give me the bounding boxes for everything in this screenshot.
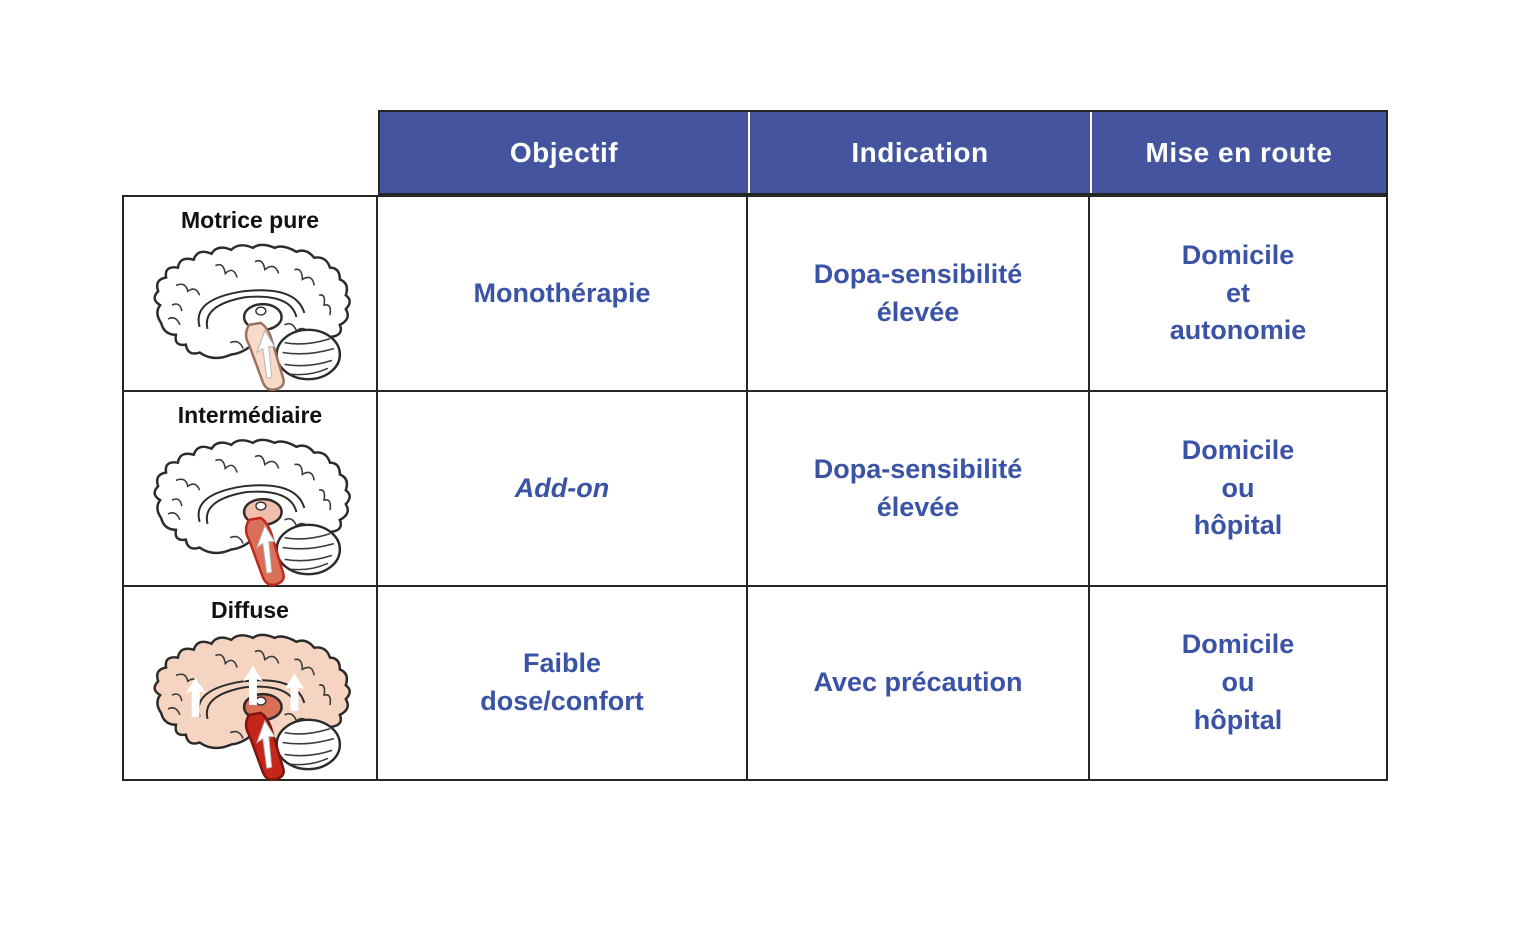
stem-arrow-up xyxy=(255,719,276,769)
header-mise-en-route: Mise en route xyxy=(1090,112,1386,193)
row-label-intermediaire: Intermédiaire xyxy=(177,402,323,428)
table-header-row: Objectif Indication Mise en route xyxy=(378,110,1388,195)
header-objectif: Objectif xyxy=(509,136,619,168)
cell-objectif-diffuse: Faible dose/confort xyxy=(378,587,748,779)
cerebellum xyxy=(275,523,342,576)
stem-arrow-up xyxy=(255,524,276,574)
cell-indication-motrice-pure: Dopa-sensibilité élevée xyxy=(748,197,1090,392)
cell-objectif-intermediaire: Add-on xyxy=(378,392,748,587)
cell-indication-intermediaire: Dopa-sensibilité élevée xyxy=(748,392,1090,587)
cell-mise-en-route-motrice-pure: Domicile et autonomie xyxy=(1090,197,1386,392)
brain-illustration-motrice-pure xyxy=(134,236,366,399)
cell-mise-en-route-diffuse: Domicile ou hôpital xyxy=(1181,629,1295,735)
brain-sagittal-icon xyxy=(153,633,351,781)
brain-illustration-diffuse xyxy=(134,626,366,789)
brain-sagittal-icon xyxy=(153,438,351,586)
stem-arrow-up xyxy=(255,329,276,379)
brain-illustration-intermediaire xyxy=(134,431,366,594)
brain-sagittal-icon xyxy=(153,243,351,391)
cerebellum xyxy=(275,328,342,381)
cell-objectif-motrice-pure: Monothérapie xyxy=(378,197,748,392)
row-motrice-pure-label-cell: Motrice pure xyxy=(124,197,378,392)
header-indication: Indication xyxy=(748,112,1090,193)
cortex-arrows xyxy=(185,665,305,717)
cell-mise-en-route-intermediaire: Domicile ou hôpital xyxy=(1090,392,1386,587)
row-diffuse-label-cell: Diffuse xyxy=(124,587,378,781)
cell-indication-diffuse: Avec précaution xyxy=(748,587,1090,779)
row-label-motrice-pure: Motrice pure xyxy=(180,207,320,233)
table-body: Motrice pure xyxy=(122,195,1388,781)
cerebellum xyxy=(275,718,342,771)
row-intermediaire-label-cell: Intermédiaire xyxy=(124,392,378,587)
row-label-diffuse: Diffuse xyxy=(211,597,289,623)
